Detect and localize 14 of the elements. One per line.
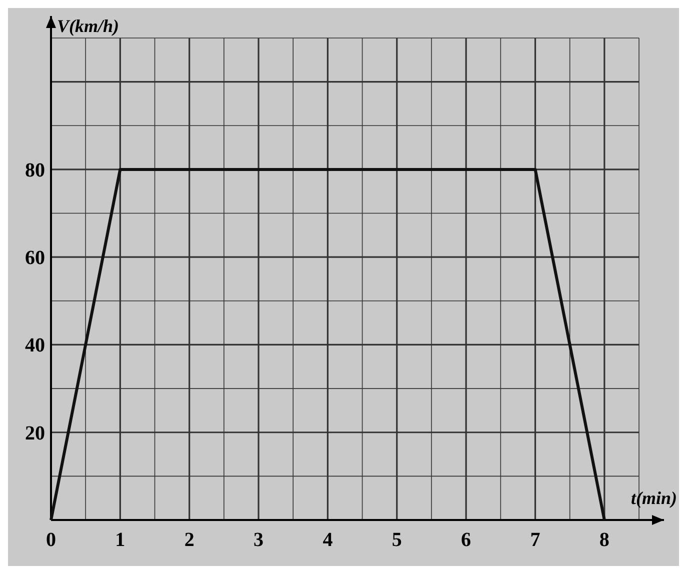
x-tick-label: 0 [46, 529, 56, 551]
y-tick-label: 60 [25, 247, 45, 270]
x-tick-label: 2 [184, 529, 194, 551]
x-tick-label: 5 [392, 529, 402, 551]
y-axis-title: V(km/h) [57, 16, 120, 36]
y-tick-label: 80 [25, 159, 45, 182]
x-tick-label: 8 [599, 529, 610, 551]
y-tick-label: 40 [25, 334, 45, 357]
x-tick-label: 1 [115, 529, 126, 551]
x-tick-label: 4 [322, 529, 333, 551]
x-tick-label: 6 [461, 529, 472, 551]
x-tick-label: 3 [254, 529, 264, 551]
x-tick-label: 7 [530, 529, 540, 551]
y-tick-label: 20 [25, 422, 45, 444]
